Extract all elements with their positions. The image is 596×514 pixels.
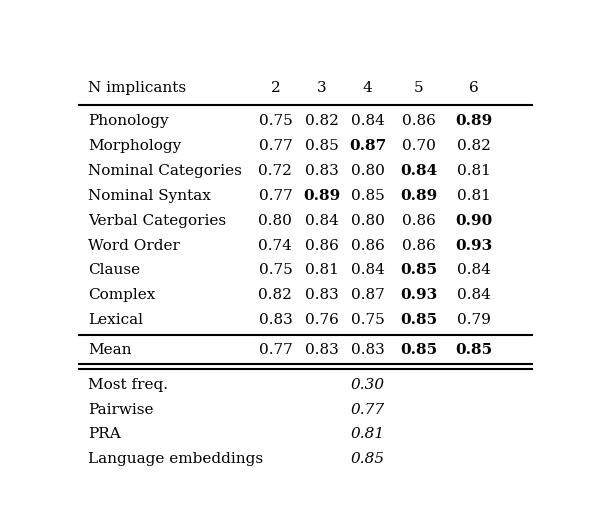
Text: 0.84: 0.84 <box>457 288 491 302</box>
Text: 0.84: 0.84 <box>400 164 437 178</box>
Text: 0.83: 0.83 <box>305 343 339 357</box>
Text: Nominal Syntax: Nominal Syntax <box>88 189 211 203</box>
Text: 0.90: 0.90 <box>455 214 493 228</box>
Text: 0.87: 0.87 <box>351 288 384 302</box>
Text: 0.82: 0.82 <box>259 288 293 302</box>
Text: 0.89: 0.89 <box>400 189 437 203</box>
Text: Clause: Clause <box>88 264 141 278</box>
Text: 0.86: 0.86 <box>402 214 436 228</box>
Text: 0.80: 0.80 <box>351 214 385 228</box>
Text: 0.77: 0.77 <box>350 402 385 416</box>
Text: 0.93: 0.93 <box>400 288 437 302</box>
Text: 0.82: 0.82 <box>457 139 491 153</box>
Text: 0.70: 0.70 <box>402 139 436 153</box>
Text: 0.77: 0.77 <box>259 189 292 203</box>
Text: Most freq.: Most freq. <box>88 378 168 392</box>
Text: Lexical: Lexical <box>88 314 144 327</box>
Text: 0.81: 0.81 <box>457 164 491 178</box>
Text: 0.87: 0.87 <box>349 139 386 153</box>
Text: 0.80: 0.80 <box>259 214 293 228</box>
Text: Word Order: Word Order <box>88 238 180 252</box>
Text: 3: 3 <box>317 81 327 96</box>
Text: 0.79: 0.79 <box>457 314 491 327</box>
Text: 0.85: 0.85 <box>350 452 385 466</box>
Text: Complex: Complex <box>88 288 156 302</box>
Text: 0.85: 0.85 <box>400 343 437 357</box>
Text: Morphology: Morphology <box>88 139 182 153</box>
Text: 5: 5 <box>414 81 423 96</box>
Text: Phonology: Phonology <box>88 114 169 128</box>
Text: 0.82: 0.82 <box>305 114 339 128</box>
Text: 0.89: 0.89 <box>455 114 493 128</box>
Text: 0.86: 0.86 <box>305 238 339 252</box>
Text: 0.81: 0.81 <box>457 189 491 203</box>
Text: 0.74: 0.74 <box>259 238 293 252</box>
Text: 0.76: 0.76 <box>305 314 339 327</box>
Text: PRA: PRA <box>88 427 121 441</box>
Text: 0.83: 0.83 <box>351 343 384 357</box>
Text: 0.89: 0.89 <box>303 189 340 203</box>
Text: 2: 2 <box>271 81 280 96</box>
Text: 4: 4 <box>363 81 372 96</box>
Text: 0.77: 0.77 <box>259 139 292 153</box>
Text: 0.86: 0.86 <box>402 238 436 252</box>
Text: 0.75: 0.75 <box>259 264 292 278</box>
Text: 0.83: 0.83 <box>305 288 339 302</box>
Text: 0.85: 0.85 <box>400 264 437 278</box>
Text: 0.81: 0.81 <box>350 427 385 441</box>
Text: 0.75: 0.75 <box>351 314 384 327</box>
Text: 0.83: 0.83 <box>305 164 339 178</box>
Text: Pairwise: Pairwise <box>88 402 154 416</box>
Text: 0.84: 0.84 <box>351 114 385 128</box>
Text: 0.86: 0.86 <box>402 114 436 128</box>
Text: Verbal Categories: Verbal Categories <box>88 214 226 228</box>
Text: 0.83: 0.83 <box>259 314 292 327</box>
Text: Language embeddings: Language embeddings <box>88 452 263 466</box>
Text: 0.86: 0.86 <box>351 238 385 252</box>
Text: 0.85: 0.85 <box>400 314 437 327</box>
Text: 0.85: 0.85 <box>455 343 493 357</box>
Text: 0.72: 0.72 <box>259 164 293 178</box>
Text: 0.75: 0.75 <box>259 114 292 128</box>
Text: 0.77: 0.77 <box>259 343 292 357</box>
Text: 0.85: 0.85 <box>351 189 384 203</box>
Text: N implicants: N implicants <box>88 81 187 96</box>
Text: Mean: Mean <box>88 343 132 357</box>
Text: Nominal Categories: Nominal Categories <box>88 164 242 178</box>
Text: 0.93: 0.93 <box>455 238 493 252</box>
Text: 0.85: 0.85 <box>305 139 339 153</box>
Text: 0.84: 0.84 <box>457 264 491 278</box>
Text: 6: 6 <box>469 81 479 96</box>
Text: 0.80: 0.80 <box>351 164 385 178</box>
Text: 0.84: 0.84 <box>351 264 385 278</box>
Text: 0.84: 0.84 <box>305 214 339 228</box>
Text: 0.30: 0.30 <box>350 378 385 392</box>
Text: 0.81: 0.81 <box>305 264 339 278</box>
